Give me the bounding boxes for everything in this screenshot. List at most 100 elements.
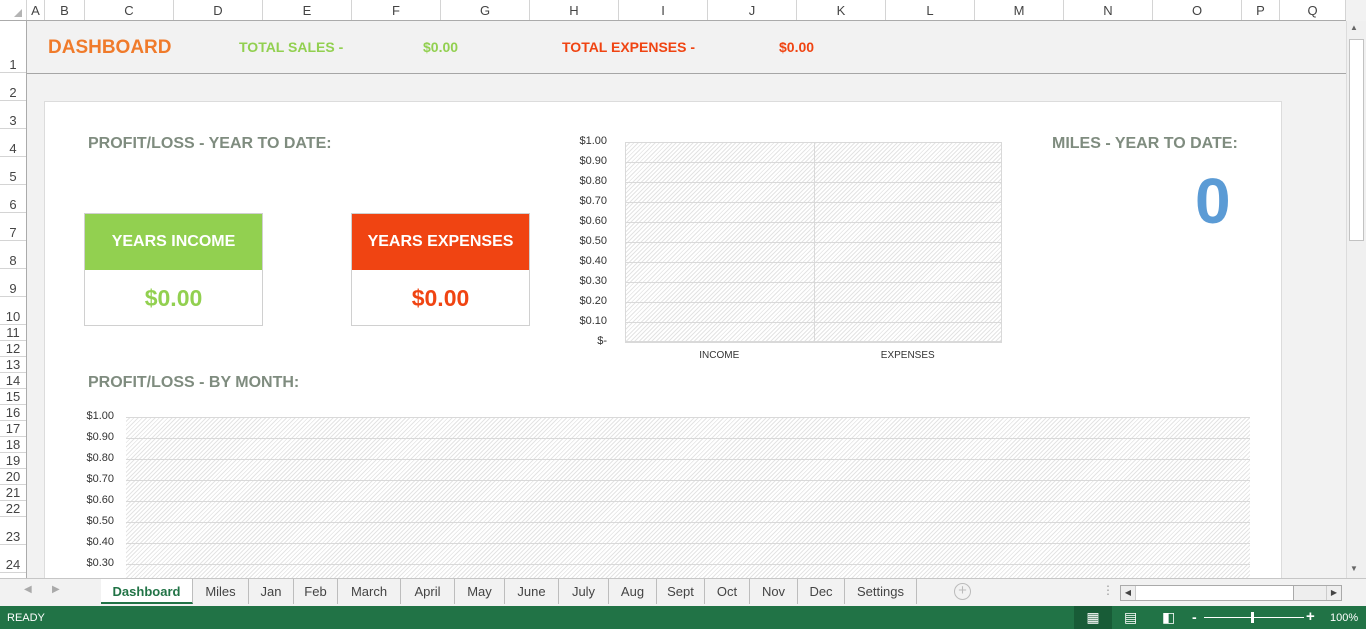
tab-dec[interactable]: Dec <box>798 579 845 604</box>
row-header-4[interactable]: 4 <box>0 129 26 157</box>
row-header-1[interactable]: 1 <box>0 21 26 73</box>
page-break-view-icon[interactable]: ◧ <box>1162 609 1176 625</box>
row-header-22[interactable]: 22 <box>0 501 26 517</box>
sheet-area[interactable]: DASHBOARD TOTAL SALES - $0.00 TOTAL EXPE… <box>27 21 1346 578</box>
miles-value: 0 <box>1195 165 1231 237</box>
scroll-left-icon[interactable]: ◀ <box>1121 586 1136 600</box>
column-header-I[interactable]: I <box>619 0 708 20</box>
chart2-gridline <box>126 522 1250 523</box>
tab-oct[interactable]: Oct <box>705 579 750 604</box>
column-header-E[interactable]: E <box>263 0 352 20</box>
zoom-in-button[interactable]: + <box>1306 608 1315 625</box>
column-header-L[interactable]: L <box>886 0 975 20</box>
page-layout-view-icon[interactable]: ▤ <box>1124 609 1138 625</box>
hscroll-thumb[interactable] <box>1136 586 1294 600</box>
tab-miles[interactable]: Miles <box>193 579 249 604</box>
tab-scroll-left-icon[interactable]: ◀ <box>24 584 32 595</box>
column-header-P[interactable]: P <box>1242 0 1280 20</box>
row-header-6[interactable]: 6 <box>0 185 26 213</box>
tab-settings[interactable]: Settings <box>845 579 917 604</box>
row-header-17[interactable]: 17 <box>0 421 26 437</box>
zoom-slider-handle[interactable] <box>1251 612 1254 623</box>
miles-title: MILES - YEAR TO DATE: <box>1052 135 1238 152</box>
add-sheet-icon[interactable]: + <box>954 583 971 600</box>
years-income-value: $0.00 <box>144 285 203 311</box>
column-header-A[interactable]: A <box>27 0 45 20</box>
column-header-O[interactable]: O <box>1153 0 1242 20</box>
row-header-15[interactable]: 15 <box>0 389 26 405</box>
row-header-23[interactable]: 23 <box>0 517 26 545</box>
row-header-13[interactable]: 13 <box>0 357 26 373</box>
status-mode: READY <box>7 612 45 624</box>
status-bar: READY ▦ ▤ ◧ - + 100% <box>0 606 1366 629</box>
column-header-N[interactable]: N <box>1064 0 1153 20</box>
chart2-gridline <box>126 480 1250 481</box>
row-header-2[interactable]: 2 <box>0 73 26 101</box>
monthly-chart[interactable] <box>45 102 46 103</box>
chart2-y-tick: $0.80 <box>86 452 114 464</box>
tab-aug[interactable]: Aug <box>609 579 657 604</box>
monthly-title: PROFIT/LOSS - BY MONTH: <box>88 374 300 391</box>
row-header-18[interactable]: 18 <box>0 437 26 453</box>
column-header-F[interactable]: F <box>352 0 441 20</box>
select-all-button[interactable] <box>0 0 27 20</box>
row-header-10[interactable]: 10 <box>0 297 26 325</box>
column-header-D[interactable]: D <box>174 0 263 20</box>
chart2-y-tick: $0.60 <box>86 494 114 506</box>
column-header-J[interactable]: J <box>708 0 797 20</box>
years-expenses-label: YEARS EXPENSES <box>352 214 529 270</box>
chart1-y-tick: $0.40 <box>579 255 607 267</box>
tab-june[interactable]: June <box>505 579 559 604</box>
column-header-H[interactable]: H <box>530 0 619 20</box>
chart1-y-tick: $0.60 <box>579 215 607 227</box>
tab-may[interactable]: May <box>455 579 505 604</box>
tab-jan[interactable]: Jan <box>249 579 294 604</box>
tab-sept[interactable]: Sept <box>657 579 705 604</box>
tab-march[interactable]: March <box>338 579 401 604</box>
chart2-y-tick: $0.30 <box>86 557 114 569</box>
scroll-right-icon[interactable]: ▶ <box>1326 586 1341 600</box>
row-header-8[interactable]: 8 <box>0 241 26 269</box>
vertical-scrollbar[interactable]: ▲ ▼ <box>1346 21 1366 578</box>
splitter-handle[interactable]: ⋮ <box>1102 583 1114 597</box>
years-expenses-box: YEARS EXPENSES $0.00 <box>351 213 530 326</box>
row-header-24[interactable]: 24 <box>0 545 26 573</box>
row-header-9[interactable]: 9 <box>0 269 26 297</box>
row-header-16[interactable]: 16 <box>0 405 26 421</box>
column-header-G[interactable]: G <box>441 0 530 20</box>
row-header-21[interactable]: 21 <box>0 485 26 501</box>
chart2-plot-area[interactable] <box>126 417 1250 578</box>
column-header-B[interactable]: B <box>45 0 85 20</box>
scroll-down-icon[interactable]: ▼ <box>1350 564 1358 573</box>
chart1-x-label: EXPENSES <box>880 350 935 361</box>
chart2-y-tick: $0.70 <box>86 473 114 485</box>
tab-nov[interactable]: Nov <box>750 579 798 604</box>
zoom-out-button[interactable]: - <box>1192 609 1197 625</box>
zoom-level[interactable]: 100% <box>1330 612 1359 624</box>
column-header-M[interactable]: M <box>975 0 1064 20</box>
row-headers: 1 2 3 4 5 6 7 8 9 10 11 12 13 14 15 16 17 18 19 20 21 22 23 24 <box>0 21 27 578</box>
row-header-12[interactable]: 12 <box>0 341 26 357</box>
tab-dashboard[interactable]: Dashboard <box>101 579 193 604</box>
tab-july[interactable]: July <box>559 579 609 604</box>
row-header-3[interactable]: 3 <box>0 101 26 129</box>
normal-view-icon[interactable]: ▦ <box>1074 606 1112 629</box>
zoom-slider[interactable] <box>1204 617 1304 618</box>
row-header-20[interactable]: 20 <box>0 469 26 485</box>
horizontal-scrollbar[interactable]: ◀ ▶ <box>1120 585 1342 601</box>
row-header-5[interactable]: 5 <box>0 157 26 185</box>
row-header-7[interactable]: 7 <box>0 213 26 241</box>
chart1-y-tick: $- <box>597 335 607 347</box>
row-header-11[interactable]: 11 <box>0 325 26 341</box>
row-header-14[interactable]: 14 <box>0 373 26 389</box>
column-header-Q[interactable]: Q <box>1280 0 1346 20</box>
row-header-19[interactable]: 19 <box>0 453 26 469</box>
column-header-K[interactable]: K <box>797 0 886 20</box>
tab-feb[interactable]: Feb <box>294 579 338 604</box>
tab-scroll-right-icon[interactable]: ▶ <box>52 584 60 595</box>
scroll-up-icon[interactable]: ▲ <box>1350 23 1358 32</box>
scroll-thumb[interactable] <box>1349 39 1364 241</box>
column-header-C[interactable]: C <box>85 0 174 20</box>
tab-april[interactable]: April <box>401 579 455 604</box>
